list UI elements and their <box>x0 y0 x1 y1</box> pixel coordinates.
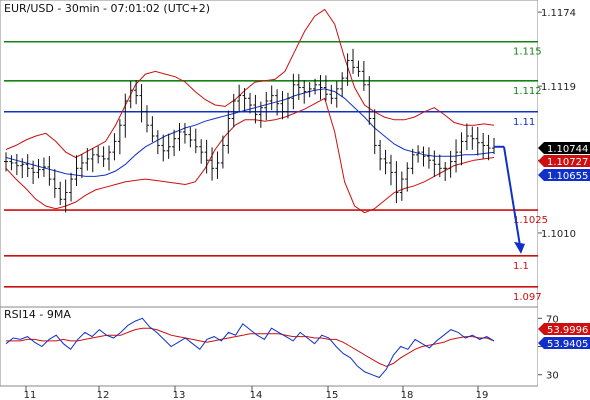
rsi-panel <box>0 306 539 387</box>
rsi-badges: 53.9996 53.9405 <box>538 323 590 350</box>
forecast-arrow-head <box>514 241 525 254</box>
rsi-line-9ma <box>6 327 495 367</box>
rsi-badge-text: 53.9996 <box>547 325 588 336</box>
price-bars <box>4 48 496 213</box>
rsi-axis-ticks: 70 30 <box>538 314 559 382</box>
rsi-panel-frame <box>0 306 539 387</box>
price-badge <box>538 142 590 154</box>
forecast-arrow <box>494 145 525 254</box>
forecast-arrow-shaft <box>503 146 521 246</box>
level-label: 1.097 <box>513 292 542 303</box>
price-badge-text: 1.10727 <box>547 157 588 168</box>
rsi-label: RSI14 - 9MA <box>4 308 71 321</box>
price-panel-frame <box>0 0 539 308</box>
level-label: 1.11 <box>513 117 535 128</box>
y-tick-label: 1.1174 <box>541 8 576 19</box>
price-badge-text: 1.10744 <box>547 144 588 155</box>
chart-title: EUR/USD - 30min - 07:01:02 (UTC+2) <box>4 2 210 15</box>
x-tick-label: 15 <box>326 390 339 400</box>
rsi-tick-label: 30 <box>546 371 559 382</box>
price-panel <box>0 0 539 308</box>
y-tick-label: 1.1119 <box>541 82 576 93</box>
rsi-line-rsi14 <box>5 317 495 379</box>
price-badge <box>538 169 590 181</box>
levels-layer: 1.115 1.112 1.11 1.1025 1.1 1.097 <box>4 40 548 303</box>
rsi-tick-label: 70 <box>546 314 559 325</box>
level-label: 1.112 <box>513 86 542 97</box>
rsi-badge <box>538 323 590 335</box>
level-label: 1.1025 <box>513 215 548 226</box>
price-badge <box>538 155 590 167</box>
rsi-lines <box>5 317 495 379</box>
rsi-badge <box>538 337 590 349</box>
x-tick-label: 13 <box>173 390 186 400</box>
level-label: 1.115 <box>513 47 542 58</box>
x-tick-label: 11 <box>24 390 37 400</box>
level-label: 1.1 <box>513 261 529 272</box>
y-tick-label: 1.1010 <box>541 229 576 240</box>
x-tick-label: 12 <box>97 390 110 400</box>
rsi-badge-text: 53.9405 <box>547 339 588 350</box>
price-badges: 1.10744 1.10727 1.10655 <box>538 142 590 182</box>
x-tick-label: 18 <box>401 390 414 400</box>
x-tick-label: 19 <box>476 390 489 400</box>
time-axis-ticks: 11 12 13 14 15 18 19 <box>24 386 489 400</box>
band-lower <box>5 97 495 214</box>
price-badge-text: 1.10655 <box>547 171 588 182</box>
x-tick-label: 14 <box>250 390 263 400</box>
